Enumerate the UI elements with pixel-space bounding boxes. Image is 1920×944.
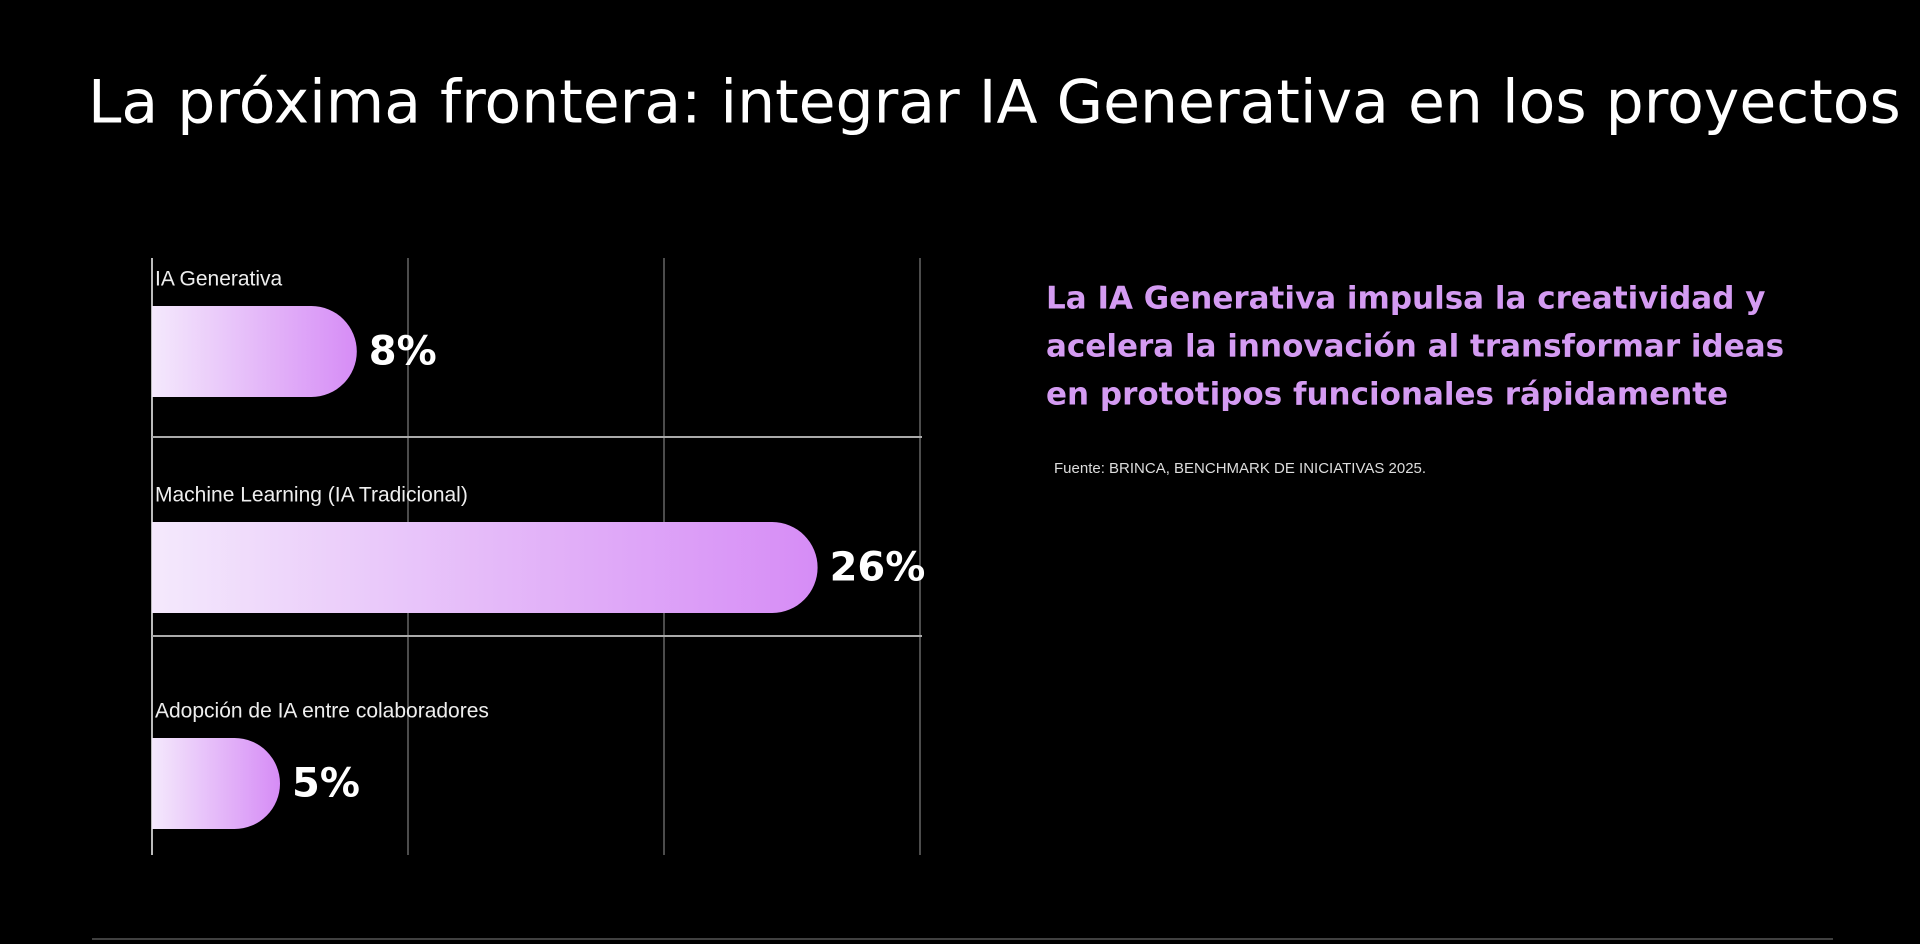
bar [152,306,357,397]
value-label: 8% [369,329,437,375]
category-label: Machine Learning (IA Tradicional) [155,484,468,507]
annotation: acelera la innovación al transformar ide… [1046,329,1784,365]
source-note: Fuente: BRINCA, BENCHMARK DE INICIATIVAS… [1054,460,1426,477]
value-label: 5% [292,761,360,807]
category-label: IA Generativa [155,268,283,291]
bar [152,738,280,829]
category-label: Adopción de IA entre colaboradores [155,700,489,723]
annotation: La IA Generativa impulsa la creatividad … [1046,281,1765,317]
bar [152,522,818,613]
annotation: en prototipos funcionales rápidamente [1046,377,1728,413]
value-label: 26% [830,545,926,591]
slide-title: La próxima frontera: integrar IA Generat… [88,68,1901,138]
